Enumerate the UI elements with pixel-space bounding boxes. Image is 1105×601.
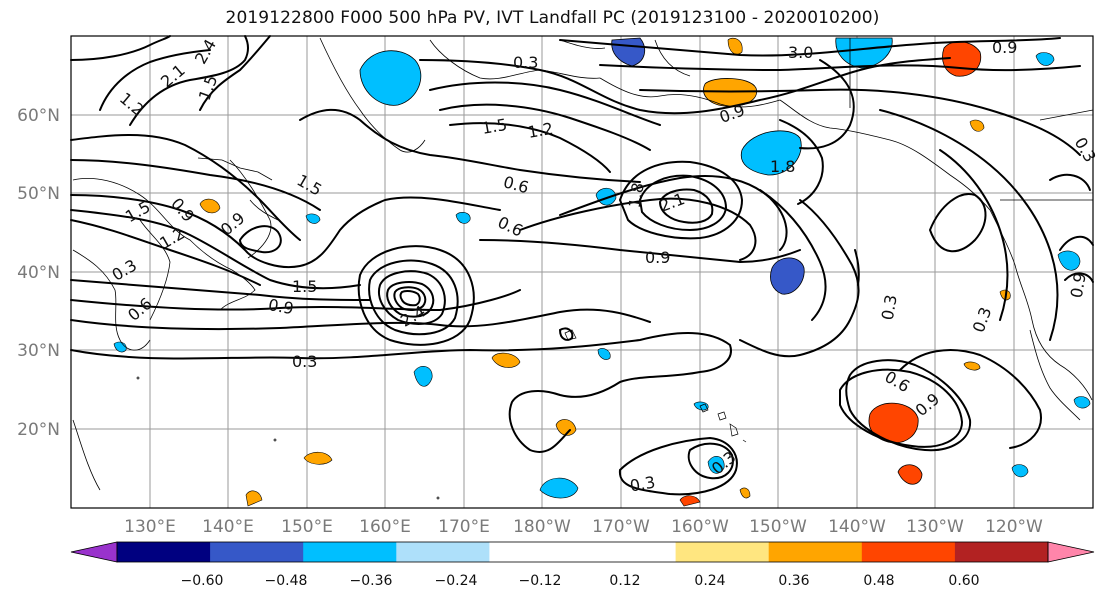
lon-label: 120°W xyxy=(985,517,1043,537)
colorbar-tick-label: 0.24 xyxy=(694,573,725,589)
colorbar-segment xyxy=(954,542,1049,562)
lon-label: 160°W xyxy=(671,517,729,537)
colorbar-tick-label: −0.60 xyxy=(181,573,224,589)
lon-label: 180°W xyxy=(513,517,571,537)
colorbar-segments xyxy=(70,541,1095,563)
colorbar-segment xyxy=(768,542,863,562)
lat-label: 50°N xyxy=(17,184,60,204)
colorbar-segment xyxy=(489,542,583,562)
colorbar-segment xyxy=(582,542,677,562)
islands xyxy=(136,329,747,500)
map-border xyxy=(70,35,1094,509)
pv-fill-patches xyxy=(113,37,1091,507)
lat-label: 30°N xyxy=(17,341,60,361)
lon-label: 160°E xyxy=(359,517,411,537)
contour-label: 0.9 xyxy=(645,248,670,267)
longitude-labels: 130°E 140°E 150°E 160°E 170°E 180°W 170°… xyxy=(124,517,1043,537)
colorbar-tick-label: −0.36 xyxy=(350,573,393,589)
colorbar-segment xyxy=(675,542,770,562)
colorbar-tick-label: −0.12 xyxy=(519,573,562,589)
contour-label: 0.3 xyxy=(513,53,538,72)
contour-label: 0.3 xyxy=(628,472,656,495)
lon-label: 130°W xyxy=(906,517,964,537)
lon-label: 170°E xyxy=(438,517,490,537)
colorbar: −0.60 −0.48 −0.36 −0.24 −0.12 0.12 0.24 … xyxy=(70,541,1095,589)
colorbar-tick-label: −0.24 xyxy=(435,573,478,589)
colorbar-tick-label: 0.12 xyxy=(609,573,640,589)
lat-label: 40°N xyxy=(17,263,60,283)
lon-label: 150°E xyxy=(281,517,333,537)
colorbar-segment xyxy=(303,542,397,562)
lon-label: 130°E xyxy=(124,517,176,537)
colorbar-segment xyxy=(117,542,211,562)
colorbar-tick-labels: −0.60 −0.48 −0.36 −0.24 −0.12 0.12 0.24 … xyxy=(181,573,980,589)
contour-label: 0.9 xyxy=(1067,271,1090,299)
contour-label: 0.9 xyxy=(267,295,295,318)
negative-pv-patches xyxy=(113,37,1091,499)
lon-label: 150°W xyxy=(749,517,807,537)
contour-label: 0.3 xyxy=(292,352,317,371)
contour-label: 0.9 xyxy=(992,38,1017,57)
lon-label: 170°W xyxy=(592,517,650,537)
gridlines xyxy=(71,36,1093,508)
colorbar-tick-label: 0.48 xyxy=(863,573,894,589)
colorbar-extend-min xyxy=(70,541,118,563)
contour-label: 3.0 xyxy=(788,43,813,62)
contour-label: 0.3 xyxy=(878,293,901,321)
colorbar-segment xyxy=(861,542,956,562)
pv-contours xyxy=(70,35,1094,496)
colorbar-segment xyxy=(210,542,304,562)
contour-label: 1.8 xyxy=(625,181,648,209)
contour-label: 1.8 xyxy=(770,157,795,176)
lon-label: 140°E xyxy=(202,517,254,537)
latitude-labels: 60°N 50°N 40°N 30°N 20°N xyxy=(17,106,60,440)
colorbar-tick-label: 0.36 xyxy=(778,573,809,589)
map-title: 2019122800 F000 500 hPa PV, IVT Landfall… xyxy=(225,8,880,28)
lon-label: 140°W xyxy=(828,517,886,537)
colorbar-outline xyxy=(116,541,1049,563)
lat-label: 60°N xyxy=(17,106,60,126)
lat-label: 20°N xyxy=(17,420,60,440)
contour-label: 1.2 xyxy=(526,119,554,142)
colorbar-tick-label: 0.60 xyxy=(948,573,979,589)
colorbar-segment xyxy=(396,542,490,562)
colorbar-tick-label: −0.48 xyxy=(265,573,308,589)
colorbar-extend-max xyxy=(1047,541,1095,563)
contour-label: 1.5 xyxy=(480,115,508,138)
contour-label: 1.5 xyxy=(292,277,317,296)
